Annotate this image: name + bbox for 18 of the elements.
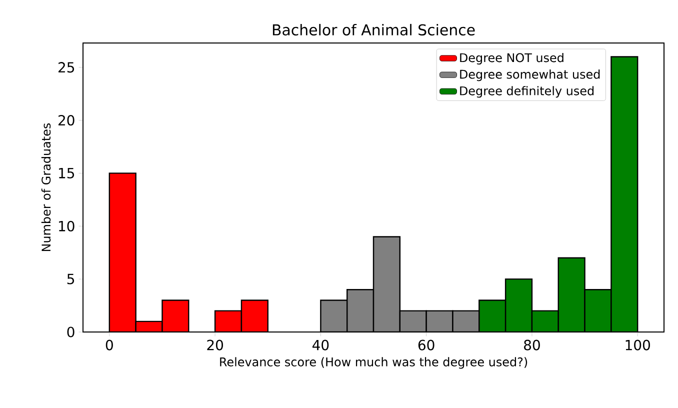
x-tick-label: 20 [207,340,223,350]
legend-label: Degree definitely used [460,86,594,98]
x-tick-label: 40 [312,340,329,350]
x-axis-title: Relevance score (How much was the degree used?) [220,357,528,369]
chart-title: Bachelor of Animal Science [272,24,475,36]
y-axis-title: Number of Graduates [41,123,51,252]
y-tick-label: 20 [58,114,74,126]
legend-label: Degree somewhat used [460,70,600,82]
y-tick-label: 10 [59,220,74,232]
y-tick-label: 25 [58,62,74,73]
x-tick-label: 100 [626,340,650,350]
x-tick-label: 0 [106,340,113,350]
x-tick-label: 60 [418,340,434,350]
y-tick-label: 0 [67,326,74,338]
x-tick-label: 80 [524,340,540,350]
y-tick-label: 15 [59,168,74,178]
y-tick-label: 5 [67,274,74,284]
legend-label: Degree NOT used [460,52,564,65]
